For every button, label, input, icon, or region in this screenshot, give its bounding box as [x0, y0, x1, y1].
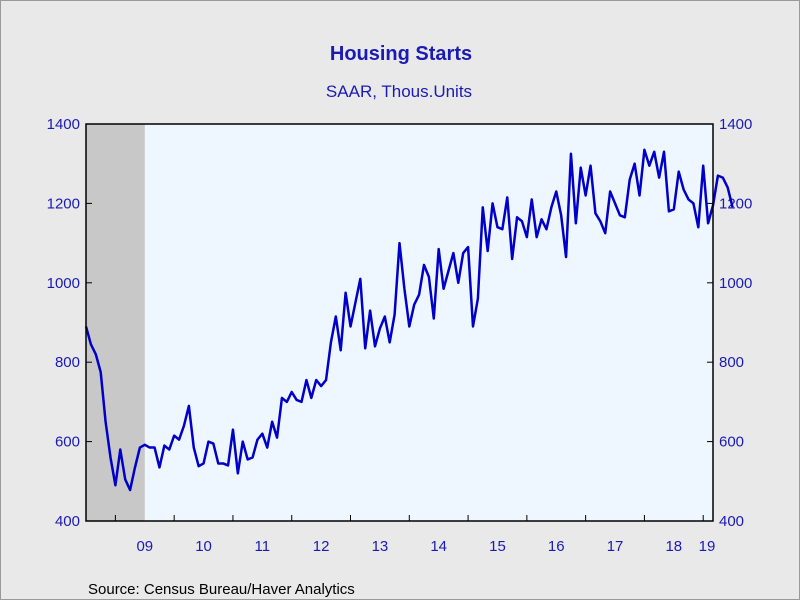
y-tick-label-left: 1200: [47, 195, 80, 212]
y-tick-label-right: 400: [719, 513, 744, 530]
x-tick-label: 19: [699, 538, 716, 555]
x-tick-label: 16: [548, 538, 565, 555]
y-tick-label-left: 600: [55, 434, 80, 451]
y-tick-label-right: 1000: [719, 275, 752, 292]
x-tick-label: 18: [665, 538, 682, 555]
x-tick-label: 09: [136, 538, 153, 555]
y-tick-label-left: 1000: [47, 275, 80, 292]
y-tick-label-right: 600: [719, 434, 744, 451]
x-tick-label: 17: [607, 538, 624, 555]
y-tick-label-right: 1200: [719, 195, 752, 212]
right-y-axis: 400 600 800 1000 1200 1400: [707, 116, 752, 530]
left-y-axis: 400 600 800 1000 1200 1400: [47, 116, 92, 530]
x-tick-label: 13: [372, 538, 389, 555]
y-tick-label-right: 1400: [719, 116, 752, 133]
chart-title: Housing Starts: [330, 43, 472, 65]
x-tick-label: 15: [489, 538, 506, 555]
x-tick-label: 14: [430, 538, 447, 555]
housing-starts-line: [84, 148, 734, 492]
x-tick-label: 11: [255, 538, 271, 555]
y-tick-label-left: 800: [55, 354, 80, 371]
x-axis: 09 10 11 12 13 14 15 16 17 18 19: [114, 515, 716, 555]
chart-subtitle: SAAR, Thous.Units: [326, 82, 472, 101]
plot-area: [86, 124, 713, 521]
y-tick-label-left: 400: [55, 513, 80, 530]
x-tick-label: 10: [195, 538, 212, 555]
recession-shading: [86, 124, 145, 521]
y-tick-label-left: 1400: [47, 116, 80, 133]
plot-frame: [85, 123, 714, 522]
source-note: Source: Census Bureau/Haver Analytics: [88, 581, 355, 598]
y-tick-label-right: 800: [719, 354, 744, 371]
x-tick-label: 12: [313, 538, 330, 555]
